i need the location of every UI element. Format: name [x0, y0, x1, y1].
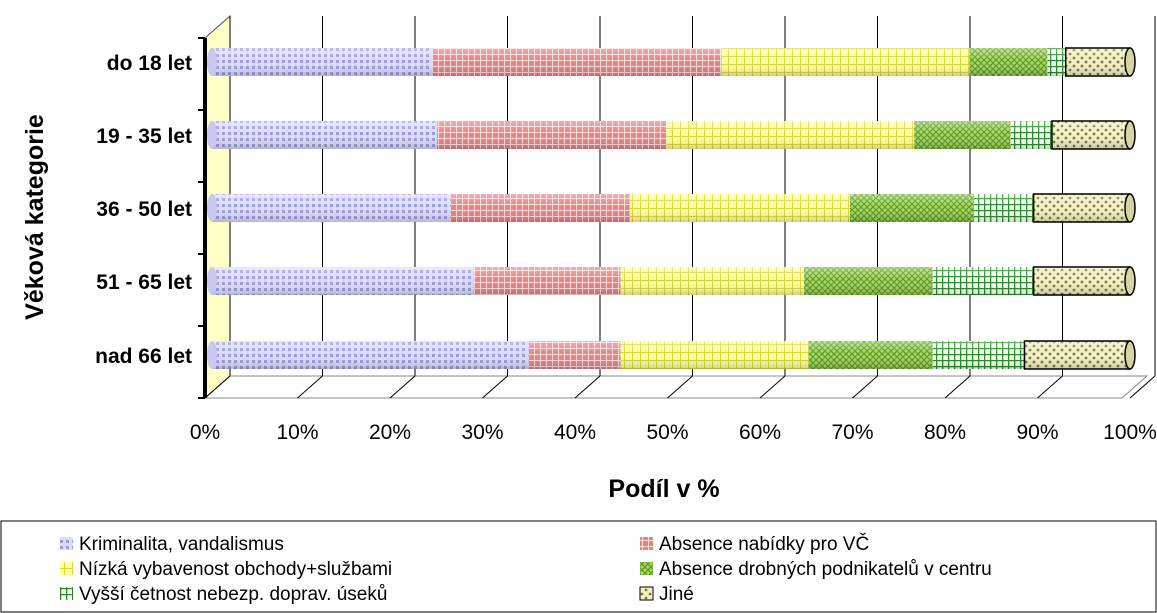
x-tick-label: 60% [739, 421, 781, 444]
gridline-floor [297, 375, 323, 399]
bar-segment-shade [1024, 341, 1130, 369]
category-label: 36 - 50 let [96, 198, 192, 221]
bar-segment-shade [620, 267, 805, 295]
category-labels: do 18 let 19 - 35 let 36 - 50 let 51 - 65 l… [95, 52, 192, 368]
bar-start-cap [207, 194, 217, 222]
x-tick-labels: 0% 10% 20% 30% 40% 50% 60% 70% 80% 90% 100% [190, 421, 1157, 444]
category-label: do 18 let [107, 52, 192, 75]
bar-segment-shade [1051, 121, 1130, 149]
legend: Kriminalita, vandalismus Absence nabídky … [60, 533, 992, 605]
gridline-floor [574, 375, 601, 399]
bar-segment-shade [850, 194, 974, 222]
legend-swatch [60, 537, 73, 550]
bar-segment-shade [212, 194, 451, 222]
bar-segment-shade [212, 267, 474, 295]
y-axis-title: Věková kategorie [21, 114, 49, 320]
bar-end-cap [1124, 266, 1136, 296]
bar-end-cap [1124, 47, 1136, 77]
x-axis-title: Podíl v % [608, 475, 719, 503]
legend-label: Jiné [659, 584, 694, 605]
bar-start-cap [207, 341, 217, 369]
gridline-floor [759, 375, 786, 399]
x-tick-label: 40% [554, 421, 596, 444]
gridline-floor [852, 375, 878, 399]
legend-label: Vyšší četnost nebezp. doprav. úseků [79, 584, 387, 605]
x-tick-label: 20% [369, 421, 411, 444]
bar-segment-shade [212, 341, 529, 369]
gridline-floor [1129, 375, 1156, 399]
bar-end-cap [1124, 120, 1136, 150]
bar-start-cap [207, 121, 217, 149]
y-axis-ticks [198, 37, 205, 399]
gridline-floor [1037, 375, 1063, 399]
legend-box [0, 520, 1157, 613]
gridline-floor [944, 375, 971, 399]
x-tick-label: 100% [1103, 421, 1157, 444]
bar-segment-shade [436, 121, 667, 149]
bar-segment-shade [473, 267, 621, 295]
bar-segment-shade [528, 341, 621, 369]
bar-start-cap [207, 48, 217, 76]
bar-segment-shade [969, 48, 1048, 76]
bar-segment-shade [450, 194, 630, 222]
bar-segment-shade [808, 341, 933, 369]
bar-segment-shade [721, 48, 970, 76]
x-tick-label: 30% [461, 421, 503, 444]
category-label: nad 66 let [95, 345, 192, 368]
bar-segment-shade [914, 121, 1011, 149]
bar-segment-shade [973, 194, 1034, 222]
bar-segment-shade [1065, 48, 1130, 76]
legend-label: Kriminalita, vandalismus [79, 534, 284, 555]
legend-swatch [60, 562, 73, 575]
legend-swatch [640, 562, 653, 575]
x-tick-label: 10% [276, 421, 318, 444]
legend-swatch [639, 586, 654, 601]
bar-segment-shade [932, 267, 1034, 295]
bar-segment-shade [629, 194, 851, 222]
bar-segment-shade [212, 48, 433, 76]
x-tick-label: 70% [831, 421, 873, 444]
category-label: 51 - 65 let [96, 271, 192, 294]
legend-swatch [640, 537, 653, 550]
gridline-floor [204, 375, 231, 399]
legend-label: Absence drobných podnikatelů v centru [659, 559, 992, 580]
bar-segment-shade [932, 341, 1025, 369]
x-tick-label: 0% [190, 421, 220, 444]
legend-label: Absence nabídky pro VČ [659, 533, 869, 555]
bar-segment-shade [1047, 48, 1066, 76]
x-tick-label: 80% [924, 421, 966, 444]
bar-segment-shade [212, 121, 437, 149]
bar-start-cap [207, 267, 217, 295]
bar-segment-shade [666, 121, 915, 149]
bar-segment-shade [432, 48, 722, 76]
gridline-floor [667, 375, 693, 399]
legend-label: Nízká vybavenost obchody+službami [79, 559, 392, 580]
legend-swatch [60, 587, 73, 600]
floor [203, 375, 1149, 399]
bars [207, 47, 1136, 370]
x-tick-label: 90% [1016, 421, 1058, 444]
bar-segment-shade [1010, 121, 1052, 149]
bar-segment-shade [620, 341, 809, 369]
bar-segment-shade [1033, 267, 1130, 295]
bar-segment-shade [1033, 194, 1130, 222]
bar-segment-shade [804, 267, 933, 295]
bar-end-cap [1124, 193, 1136, 223]
bar-end-cap [1124, 340, 1136, 370]
gridline-floor [482, 375, 508, 399]
gridline-floor [389, 375, 416, 399]
x-tick-label: 50% [646, 421, 688, 444]
category-label: 19 - 35 let [96, 125, 192, 148]
